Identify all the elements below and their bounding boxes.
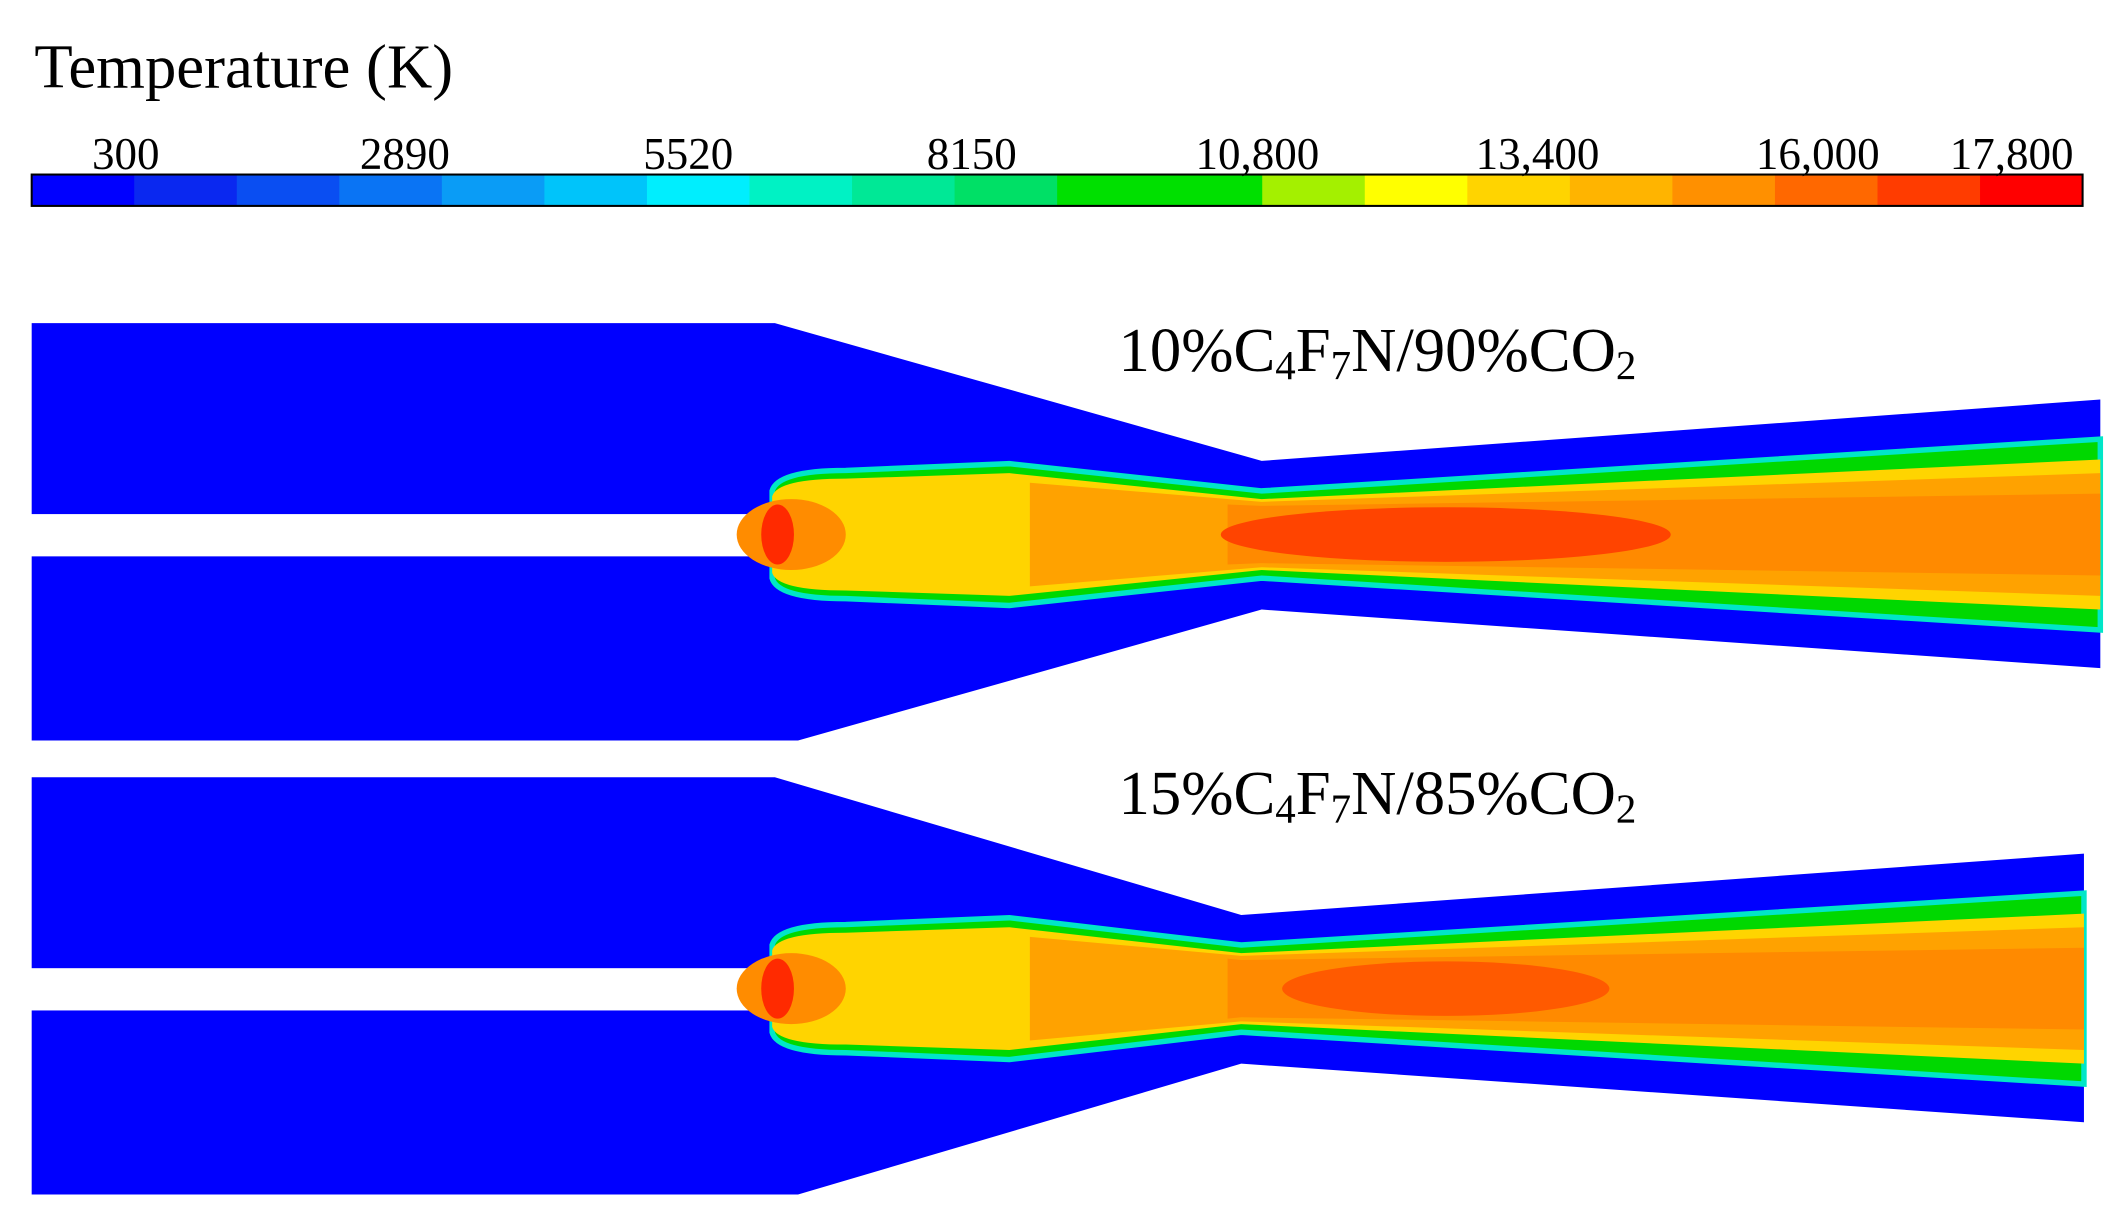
colorbar-tick-label: 13,400 bbox=[1476, 129, 1600, 179]
electrode bbox=[28, 968, 773, 1011]
plume-core bbox=[1282, 961, 1610, 1016]
colorbar-band bbox=[1057, 174, 1161, 206]
subscript: 4 bbox=[1275, 786, 1295, 831]
colorbar-band bbox=[1159, 174, 1263, 206]
subscript: 7 bbox=[1331, 786, 1351, 831]
label-part: N/90%CO bbox=[1351, 315, 1616, 385]
colorbar-band bbox=[1569, 174, 1674, 206]
subscript: 2 bbox=[1616, 343, 1636, 388]
contour-panel: 10%C4F7N/90%CO2 bbox=[28, 315, 2104, 741]
colorbar-frame bbox=[30, 173, 2084, 207]
colorbar: 300 2890 5520 8150 10,800 13,400 16,000 17,800 bbox=[30, 129, 2084, 207]
colorbar-band bbox=[1672, 174, 1776, 206]
colorbar-band bbox=[31, 174, 135, 206]
colorbar-band bbox=[1262, 174, 1366, 206]
panel-label: 10%C4F7N/90%CO2 bbox=[1119, 315, 1637, 388]
label-part: 15%C bbox=[1119, 758, 1276, 828]
colorbar-band bbox=[954, 174, 1058, 206]
colorbar-tick-label: 16,000 bbox=[1756, 129, 1880, 179]
colorbar-tick-label: 2890 bbox=[360, 129, 450, 179]
colorbar-tick-label: 8150 bbox=[927, 129, 1017, 179]
colorbar-band bbox=[441, 174, 546, 206]
label-part: N/85%CO bbox=[1351, 758, 1616, 828]
subscript: 4 bbox=[1275, 343, 1295, 388]
colorbar-band bbox=[236, 174, 340, 206]
colorbar-band bbox=[646, 174, 751, 206]
colorbar-band bbox=[1467, 174, 1571, 206]
colorbar-band bbox=[1877, 174, 1981, 206]
colorbar-band bbox=[134, 174, 238, 206]
electrode bbox=[28, 514, 773, 557]
subscript: 2 bbox=[1616, 786, 1636, 831]
colorbar-band bbox=[339, 174, 443, 206]
label-part: F bbox=[1296, 758, 1331, 828]
colorbar-band bbox=[1364, 174, 1468, 206]
colorbar-band bbox=[1774, 174, 1879, 206]
colorbar-band bbox=[852, 174, 956, 206]
subscript: 7 bbox=[1331, 343, 1351, 388]
nozzle-red bbox=[761, 958, 794, 1019]
colorbar-tick-label: 5520 bbox=[643, 129, 733, 179]
colorbar-title: Temperature (K) bbox=[34, 31, 453, 101]
colorbar-band bbox=[1980, 174, 2084, 206]
plume-core bbox=[1220, 507, 1671, 562]
colorbar-tick-label: 300 bbox=[92, 129, 159, 179]
label-part: 10%C bbox=[1119, 315, 1276, 385]
colorbar-tick-label: 17,800 bbox=[1950, 129, 2074, 179]
contour-panel: 15%C4F7N/85%CO2 bbox=[28, 758, 2087, 1195]
nozzle-red bbox=[761, 504, 794, 565]
colorbar-tick-label: 10,800 bbox=[1195, 129, 1319, 179]
label-part: F bbox=[1296, 315, 1331, 385]
colorbar-band bbox=[544, 174, 648, 206]
panel-label: 15%C4F7N/85%CO2 bbox=[1119, 758, 1637, 831]
colorbar-band bbox=[749, 174, 853, 206]
